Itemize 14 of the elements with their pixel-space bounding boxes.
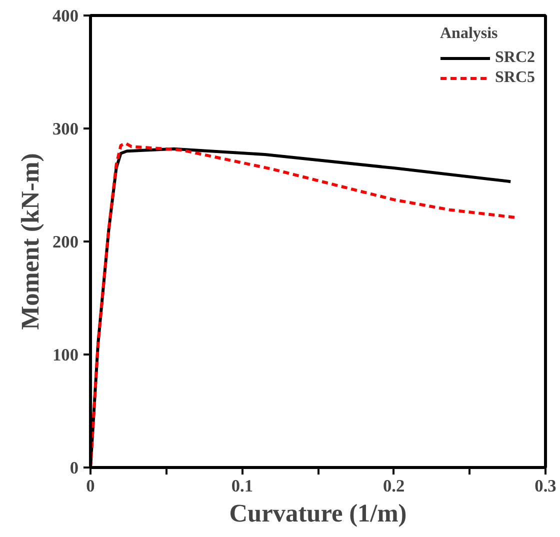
legend-label: SRC2 xyxy=(494,49,535,67)
x-tick-label: 0 xyxy=(86,476,95,496)
y-tick-label: 300 xyxy=(52,120,79,138)
y-tick-label: 400 xyxy=(52,6,79,26)
y-tick-label: 100 xyxy=(52,346,79,364)
legend-title: Analysis xyxy=(440,25,499,43)
y-tick-label: 0 xyxy=(70,458,79,478)
x-tick-label: 0.1 xyxy=(231,476,254,496)
x-tick-label: 0.2 xyxy=(383,476,405,496)
y-axis-title: Moment (kN-m) xyxy=(16,153,45,330)
legend-label: SRC5 xyxy=(494,69,535,87)
y-tick-label: 200 xyxy=(52,232,79,252)
x-tick-label: 0.3 xyxy=(534,476,557,496)
x-axis-title: Curvature (1/m) xyxy=(229,500,407,528)
